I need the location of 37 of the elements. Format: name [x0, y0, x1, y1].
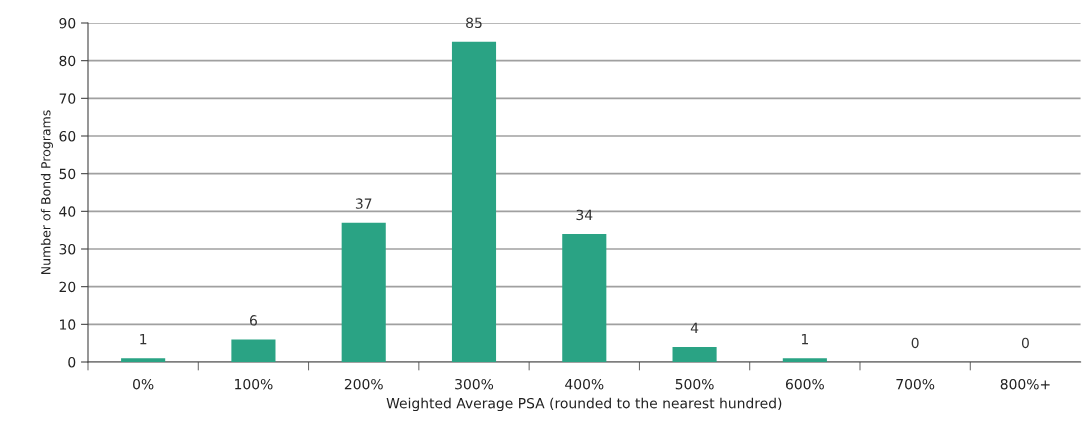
- y-tick-label: 40: [59, 206, 76, 217]
- data-label: 34: [576, 209, 593, 221]
- bar: [451, 41, 497, 362]
- y-tick-label: 30: [59, 243, 76, 255]
- x-tick-label: 100%: [235, 378, 273, 390]
- x-tick-label: 300%: [455, 378, 494, 390]
- x-tick-label: 700%: [896, 378, 935, 390]
- data-label: 0: [911, 337, 919, 349]
- x-tick-label: 0%: [133, 378, 154, 390]
- x-tick-label: 500%: [675, 378, 714, 390]
- y-tick-label: 60: [59, 130, 76, 142]
- bar: [562, 233, 607, 362]
- y-axis-title: Number of Bond Programs: [40, 110, 53, 275]
- data-label: 37: [355, 198, 372, 209]
- x-tick-label: 800%+: [1000, 378, 1050, 390]
- data-label: 6: [249, 315, 257, 326]
- bar: [121, 358, 166, 362]
- y-tick-label: 70: [59, 93, 76, 104]
- x-tick-label: 400%: [565, 378, 604, 390]
- data-label: 0: [1021, 337, 1029, 349]
- data-label: 1: [801, 334, 808, 345]
- x-tick-label: 600%: [785, 378, 824, 390]
- data-label: 1: [140, 334, 147, 345]
- data-label: 85: [466, 17, 482, 29]
- data-label: 4: [690, 322, 699, 333]
- x-axis-title: Weighted Average PSA (rounded to the nearest hundred): [386, 397, 782, 412]
- y-tick-label: 10: [60, 319, 76, 330]
- bar: [782, 358, 827, 362]
- x-tick-label: 200%: [344, 378, 383, 390]
- bar: [672, 346, 717, 362]
- y-tick-label: 50: [59, 168, 76, 180]
- y-tick-label: 0: [68, 356, 76, 368]
- y-tick-label: 80: [59, 55, 76, 67]
- y-tick-label: 20: [59, 281, 76, 293]
- bar: [341, 222, 386, 362]
- bar: [231, 339, 276, 362]
- y-tick-label: 90: [59, 17, 76, 29]
